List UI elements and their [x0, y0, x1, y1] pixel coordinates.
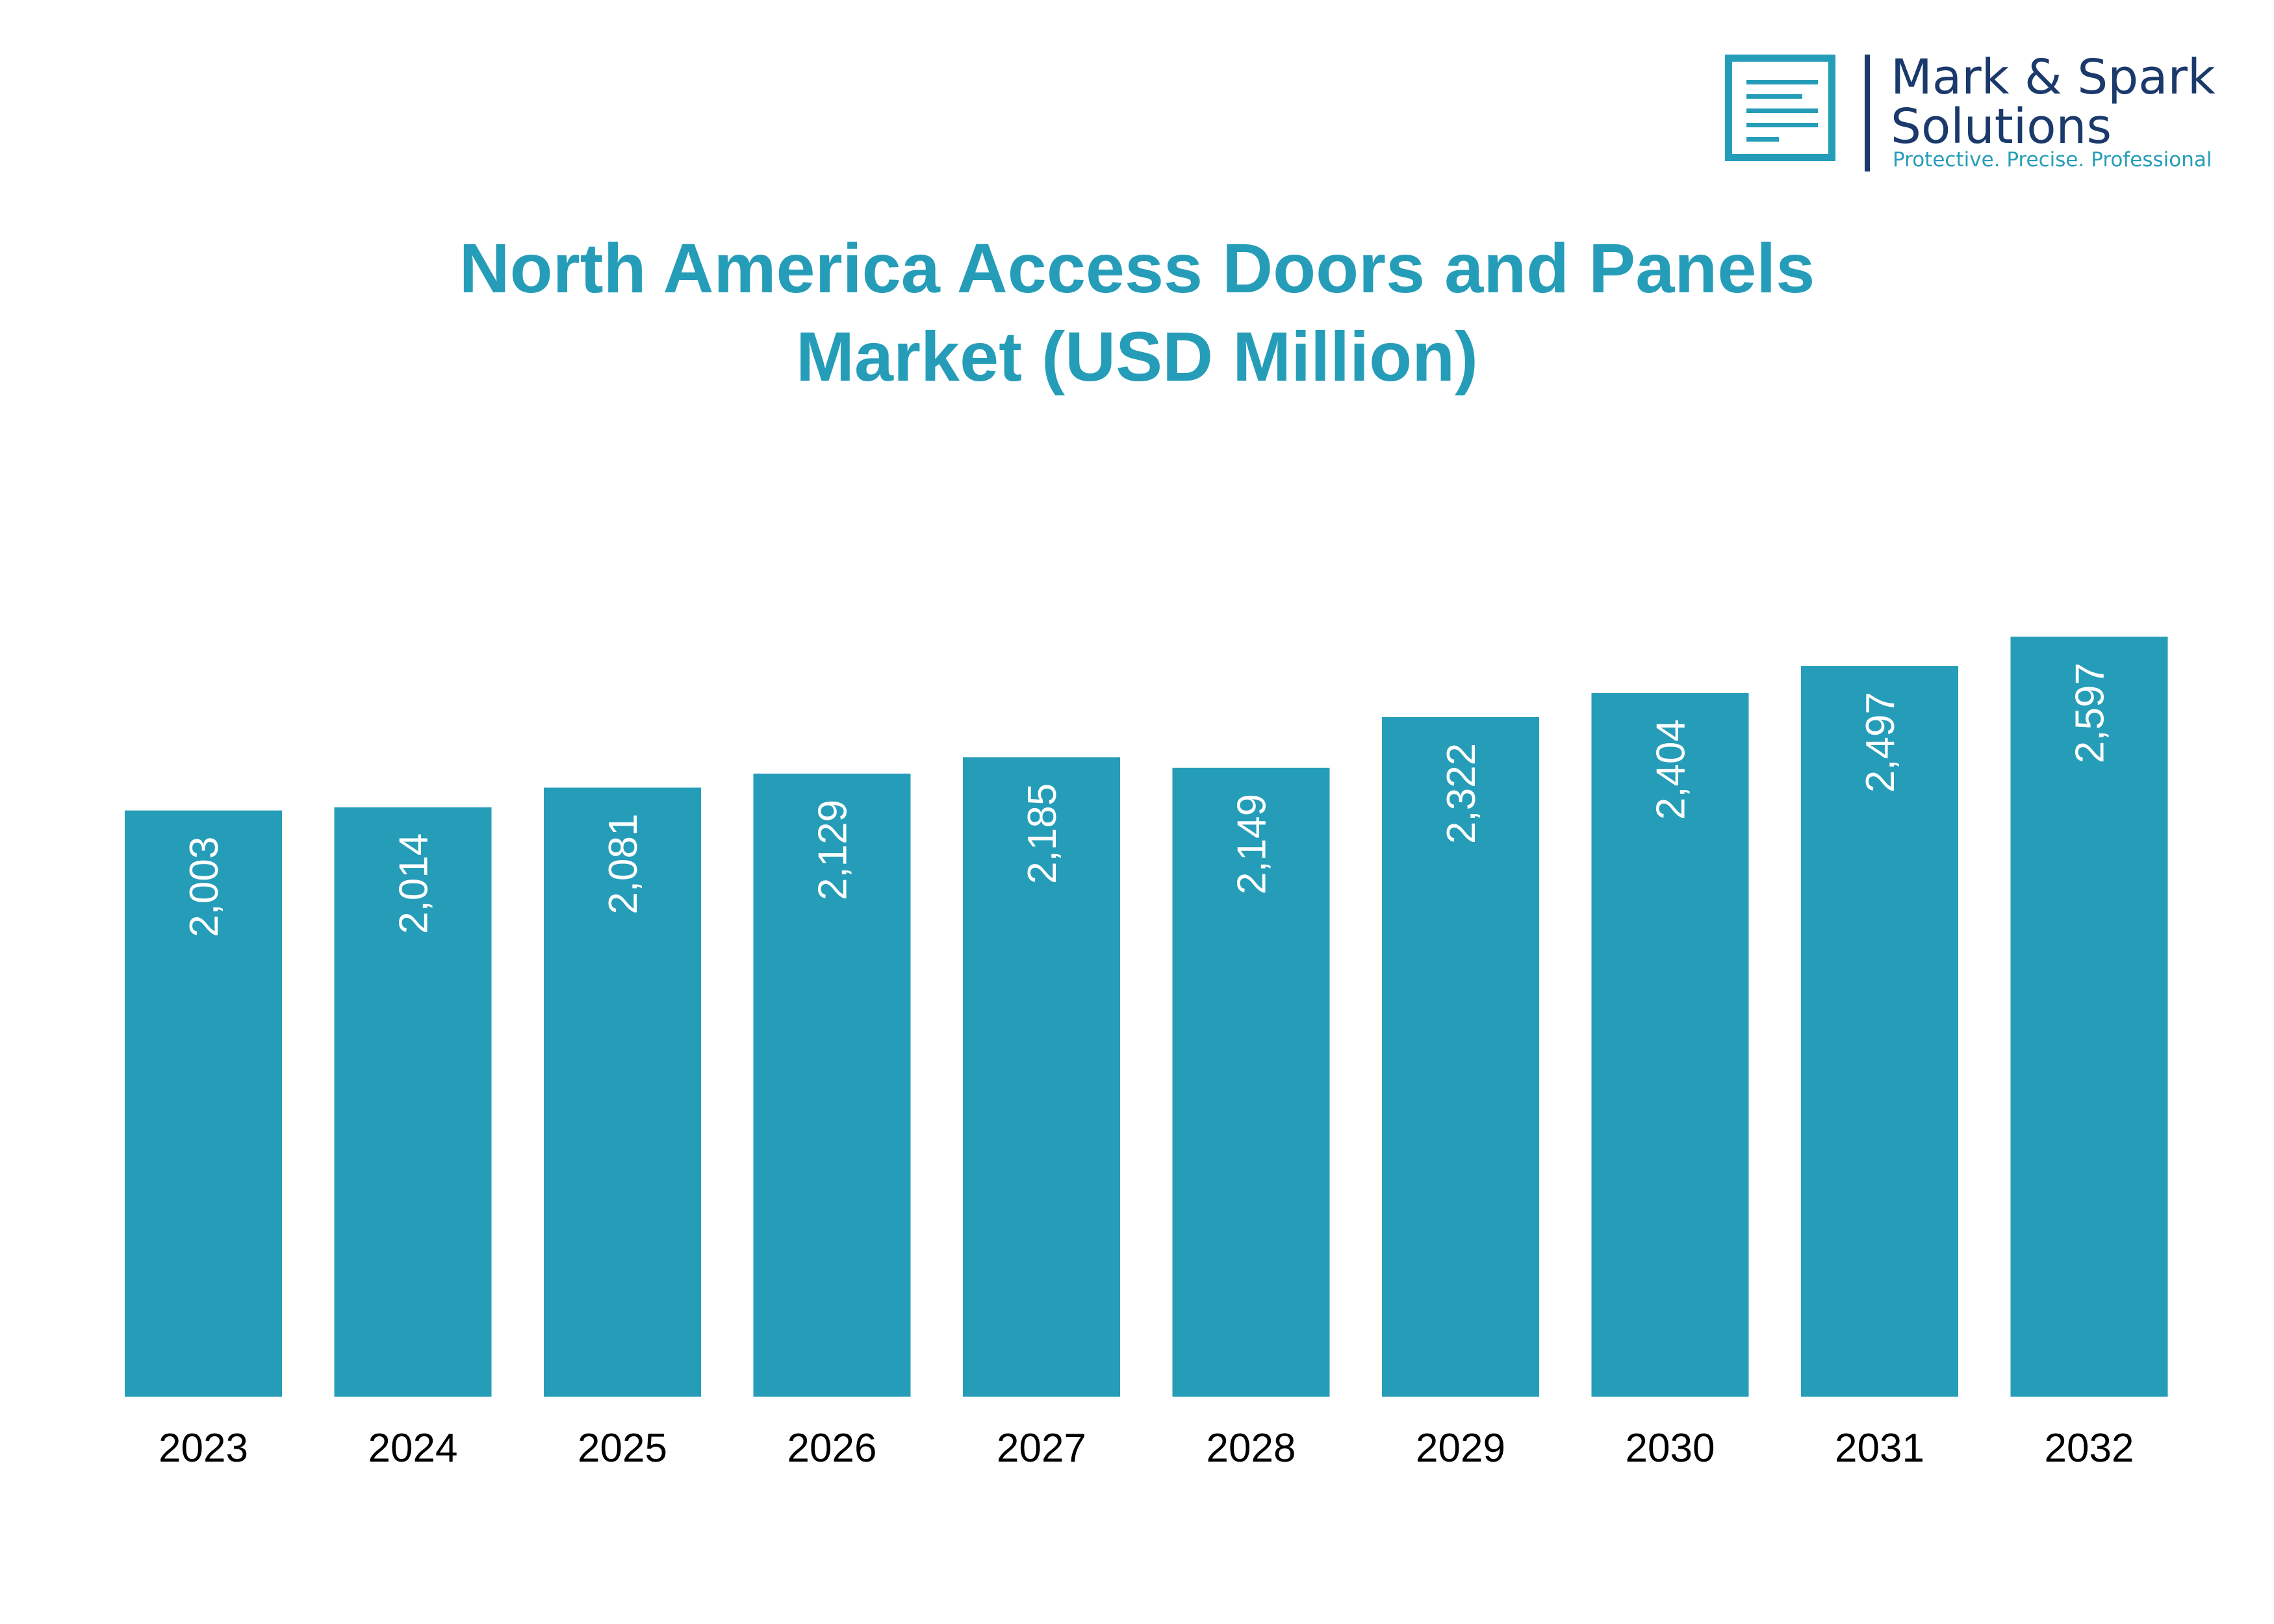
value-label-2030: 2,404: [1649, 719, 1694, 820]
bar-2024: [334, 807, 492, 1397]
category-label-2027: 2027: [997, 1426, 1086, 1471]
category-label-2030: 2030: [1626, 1426, 1715, 1471]
value-labels-group: 2,003 2,014 2,081 2,129 2,185 2,149 2,322 2,404…: [182, 663, 2113, 937]
bar-2023: [125, 810, 282, 1397]
brand-logo: Mark & Spark Solutions Protective. Preci…: [1725, 53, 2232, 177]
chart-title-line2: Market (USD Million): [795, 317, 1479, 396]
category-label-2025: 2025: [578, 1426, 667, 1471]
value-label-2023: 2,003: [182, 837, 227, 937]
category-label-2026: 2026: [787, 1426, 877, 1471]
value-label-2028: 2,149: [1230, 794, 1275, 894]
value-label-2024: 2,014: [392, 833, 437, 934]
value-label-2029: 2,322: [1439, 743, 1484, 844]
category-label-2024: 2024: [368, 1426, 458, 1471]
bar-2027: [963, 757, 1120, 1397]
brand-name-line2: Solutions: [1891, 99, 2112, 155]
category-label-2023: 2023: [159, 1426, 248, 1471]
category-label-2031: 2031: [1835, 1426, 1924, 1471]
brand-name-line1: Mark & Spark: [1891, 49, 2216, 105]
value-label-2032: 2,597: [2068, 663, 2113, 763]
brand-tagline: Protective. Precise. Professional: [1893, 148, 2212, 171]
chart-title: North America Access Doors and Panels Ma…: [0, 224, 2274, 401]
document-icon: [1725, 55, 1835, 161]
bar-2028: [1172, 767, 1330, 1397]
value-label-2025: 2,081: [601, 814, 646, 915]
bar-2030: [1591, 692, 1749, 1397]
value-label-2027: 2,185: [1020, 783, 1065, 884]
bars-group: [125, 637, 2168, 1397]
category-labels-group: 2023 2024 2025 2026 2027 2028 2029 2030 2031 2032: [159, 1426, 2134, 1471]
bar-2032: [2010, 637, 2168, 1397]
category-label-2032: 2032: [2045, 1426, 2134, 1471]
category-label-2029: 2029: [1416, 1426, 1505, 1471]
bar-2026: [753, 773, 911, 1397]
logo-divider: [1865, 55, 1870, 171]
chart-title-line1: North America Access Doors and Panels: [459, 229, 1815, 307]
bar-2025: [544, 787, 701, 1397]
value-label-2031: 2,497: [1858, 692, 1903, 793]
bar-2031: [1801, 666, 1958, 1397]
category-label-2028: 2028: [1207, 1426, 1296, 1471]
value-label-2026: 2,129: [811, 800, 856, 900]
bar-2029: [1382, 717, 1539, 1397]
